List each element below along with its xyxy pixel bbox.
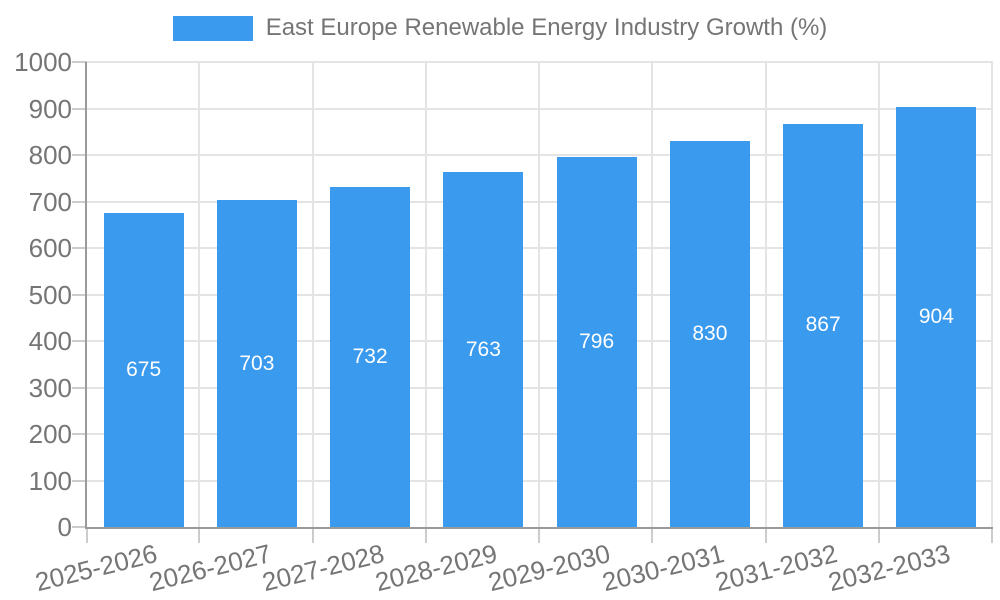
y-axis-tick — [72, 340, 87, 342]
x-axis-tick — [198, 527, 201, 543]
x-axis-line — [85, 527, 993, 529]
y-gridline — [87, 386, 993, 389]
y-axis-tick — [72, 107, 87, 110]
y-gridline — [87, 247, 993, 249]
y-axis-tick — [72, 247, 87, 249]
x-axis-tick — [538, 527, 540, 543]
bar[interactable]: 796 — [556, 156, 637, 527]
x-gridline — [991, 62, 993, 527]
bar[interactable]: 904 — [896, 106, 977, 527]
x-axis-tick — [424, 527, 427, 543]
x-gridline — [311, 62, 314, 527]
x-axis-tick-label: 2032-2033 — [825, 538, 954, 598]
y-axis-tick-label: 900 — [28, 93, 72, 124]
y-gridline — [87, 154, 993, 156]
bar-value-label: 796 — [579, 329, 615, 353]
bar[interactable]: 867 — [783, 123, 864, 527]
x-axis-tick — [651, 527, 654, 543]
y-axis-tick-label: 700 — [28, 186, 72, 217]
bar-value-label: 732 — [352, 344, 388, 368]
y-gridline — [87, 340, 993, 342]
x-gridline — [877, 62, 880, 527]
y-axis-tick — [72, 479, 87, 482]
y-axis-tick — [72, 293, 87, 296]
y-axis-line — [85, 62, 87, 527]
bar[interactable]: 732 — [330, 186, 411, 527]
legend-item[interactable]: East Europe Renewable Energy Industry Gr… — [172, 13, 828, 43]
x-axis-tick — [311, 527, 314, 543]
bar-value-label: 675 — [126, 358, 162, 382]
bar-value-label: 867 — [805, 313, 841, 337]
x-gridline — [424, 62, 427, 527]
bar[interactable]: 830 — [669, 141, 750, 527]
x-axis-tick-label: 2027-2028 — [258, 538, 387, 598]
bar-value-label: 830 — [692, 322, 728, 346]
x-axis-tick — [86, 527, 88, 543]
bar-value-label: 763 — [465, 337, 501, 361]
y-axis-tick-label: 100 — [28, 465, 72, 496]
legend-swatch-icon — [172, 15, 253, 41]
y-axis-tick — [72, 200, 87, 203]
y-gridline — [87, 61, 993, 63]
y-gridline — [87, 200, 993, 203]
x-axis-tick-label: 2029-2030 — [485, 538, 614, 598]
y-gridline — [87, 107, 993, 110]
y-axis-tick-label: 1000 — [14, 47, 72, 77]
y-axis-tick-label: 300 — [28, 372, 72, 403]
y-axis-tick — [72, 433, 87, 435]
x-axis-tick-label: 2028-2029 — [372, 538, 501, 598]
bar[interactable]: 675 — [103, 213, 184, 527]
bar[interactable]: 763 — [443, 172, 524, 527]
y-axis-tick-label: 200 — [28, 419, 72, 449]
plot-area: 675 703 732 763 796 830 867 904 — [72, 61, 993, 543]
x-axis-tick-label: 2031-2032 — [711, 538, 840, 598]
y-gridline — [87, 479, 993, 482]
x-axis-tick — [764, 527, 767, 543]
x-axis-tick-label: 2025-2026 — [32, 538, 161, 598]
x-axis-tick — [991, 527, 993, 543]
bar-value-label: 703 — [239, 351, 275, 375]
y-gridline — [87, 433, 993, 435]
legend-label: East Europe Renewable Energy Industry Gr… — [265, 14, 828, 41]
y-axis-tick-label: 800 — [28, 140, 72, 170]
y-axis-tick — [72, 526, 87, 528]
y-axis-tick — [72, 154, 87, 156]
x-axis-tick-label: 2030-2031 — [598, 538, 727, 598]
bar[interactable]: 703 — [216, 200, 297, 527]
x-gridline — [198, 62, 201, 527]
bar-value-label: 904 — [918, 304, 954, 328]
x-axis-tick-label: 2026-2027 — [145, 538, 274, 598]
x-gridline — [651, 62, 654, 527]
x-gridline — [538, 62, 540, 527]
y-axis-tick — [72, 386, 87, 389]
x-gridline — [764, 62, 767, 527]
legend: East Europe Renewable Energy Industry Gr… — [0, 13, 1000, 43]
x-axis-tick — [877, 527, 880, 543]
y-gridline — [87, 293, 993, 296]
y-axis-tick-label: 400 — [28, 326, 72, 356]
y-axis-tick-label: 0 — [57, 512, 72, 542]
y-axis-tick — [72, 61, 87, 63]
y-axis-tick-label: 600 — [28, 233, 72, 263]
y-axis-tick-label: 500 — [28, 279, 72, 310]
